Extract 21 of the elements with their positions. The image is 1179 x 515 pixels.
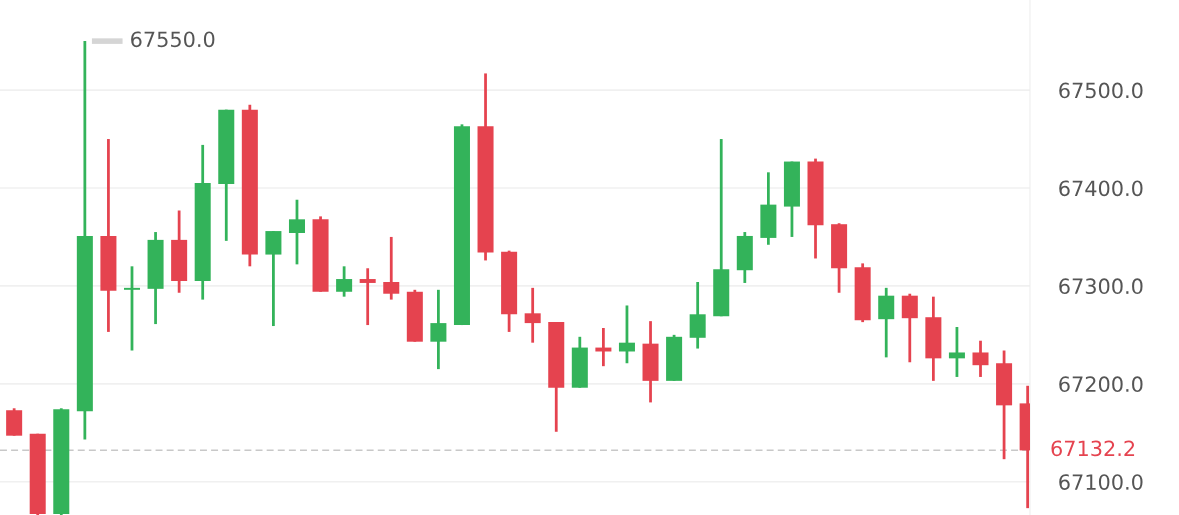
- candlestick: [972, 339, 989, 379]
- y-tick-label: 67500.0: [1059, 82, 1143, 99]
- candlestick: [618, 304, 635, 365]
- candlestick: [430, 288, 447, 371]
- candlestick: [288, 198, 305, 266]
- y-tick-label: 67100.0: [1059, 474, 1143, 490]
- candlestick: [383, 235, 400, 301]
- candlestick: [878, 286, 895, 359]
- candlestick: [524, 286, 541, 345]
- candlestick: [901, 292, 918, 364]
- y-tick-label: 67400.0: [1059, 180, 1143, 197]
- y-tick-label: 67200.0: [1059, 376, 1143, 393]
- y-tick-label: 67300.0: [1059, 278, 1143, 295]
- candlestick: [265, 229, 282, 328]
- candlestick: [336, 264, 353, 299]
- candlestick: [948, 325, 965, 379]
- candlestick: [123, 264, 140, 352]
- candlestick: [359, 266, 376, 327]
- annotation: 67550.0: [131, 31, 215, 48]
- ref-line-label: 67132.2: [1051, 440, 1135, 457]
- candlestick: [689, 280, 706, 350]
